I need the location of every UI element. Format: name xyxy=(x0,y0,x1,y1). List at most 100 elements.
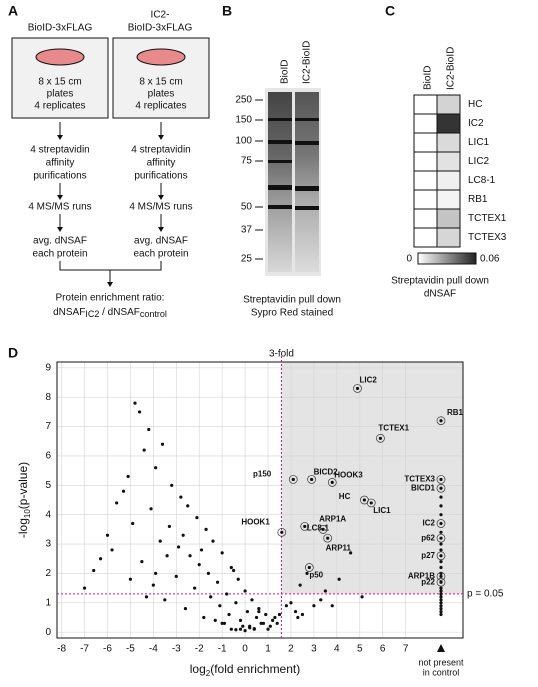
point xyxy=(176,545,181,549)
step-text: 4 MS/MS runs xyxy=(129,202,192,213)
step-text: 8 x 15 cm xyxy=(38,77,81,88)
point xyxy=(248,626,252,630)
point xyxy=(360,595,364,599)
point xyxy=(307,565,311,570)
point xyxy=(151,583,155,587)
point xyxy=(160,442,165,446)
point xyxy=(439,504,443,508)
point xyxy=(238,627,243,631)
point xyxy=(293,609,298,614)
point xyxy=(439,521,443,526)
ladder-label: 100 xyxy=(235,136,252,147)
point xyxy=(289,601,293,605)
heat-cell xyxy=(413,113,438,134)
y-tick-label: 2 xyxy=(45,568,51,579)
ratio: dNSAFIC2 / dNSAFcontrol xyxy=(53,307,167,320)
point xyxy=(284,604,288,608)
ratio-part: dNSAF xyxy=(53,307,85,318)
point-label: TCTEX3 xyxy=(404,475,435,484)
caption: dNSAF xyxy=(424,289,456,300)
label-sub: 10 xyxy=(23,509,32,518)
step-text: 4 streptavidin xyxy=(30,145,89,156)
x-tick-label: 4 xyxy=(334,644,340,655)
point xyxy=(206,571,210,576)
point-label: p27 xyxy=(421,551,435,560)
point xyxy=(319,598,323,602)
lane-label: BioID xyxy=(280,60,291,84)
point xyxy=(211,539,215,543)
point xyxy=(128,577,133,581)
point-label: p50 xyxy=(309,571,323,580)
point xyxy=(291,477,295,482)
point xyxy=(330,480,334,484)
highlight-ring xyxy=(436,551,446,561)
not-present-marker xyxy=(437,644,445,652)
point xyxy=(257,609,261,614)
heat-cell xyxy=(436,151,461,172)
label-part: log xyxy=(190,662,206,676)
heat-cell xyxy=(413,132,438,153)
not-present-label: in control xyxy=(423,667,460,677)
point-label: LIC1 xyxy=(373,506,391,515)
highlight-ring xyxy=(318,525,328,534)
heat-cell xyxy=(436,208,461,229)
point xyxy=(195,516,199,520)
point xyxy=(337,577,341,581)
point xyxy=(349,551,353,555)
ratio-sub: control xyxy=(140,309,167,319)
highlight-ring xyxy=(288,475,298,484)
not-present-label: not present xyxy=(418,657,464,667)
point xyxy=(188,554,192,558)
point xyxy=(378,436,383,440)
point xyxy=(183,607,188,611)
column-title: BioID-3xFLAG xyxy=(128,23,193,34)
point xyxy=(326,536,330,540)
lane-label: IC2-BioID xyxy=(302,41,313,84)
point xyxy=(133,401,137,405)
label-part: (p-value) xyxy=(16,462,30,509)
point xyxy=(126,474,130,479)
point xyxy=(186,504,190,508)
point xyxy=(257,607,261,611)
row-label: LIC2 xyxy=(468,156,490,167)
heat-cell xyxy=(413,227,438,248)
highlight-ring xyxy=(277,527,287,537)
heat-cell xyxy=(413,94,438,115)
highlight-ring xyxy=(353,384,362,393)
point xyxy=(144,595,149,599)
point-label: p22 xyxy=(421,577,435,586)
label-part: -log xyxy=(16,518,30,538)
point-label: HOOK3 xyxy=(334,470,363,479)
point xyxy=(330,604,334,608)
point xyxy=(439,542,443,546)
heat-cell xyxy=(436,94,461,115)
point-label: ARP1B xyxy=(408,571,435,580)
point xyxy=(310,477,314,482)
point xyxy=(82,586,87,590)
point xyxy=(439,607,443,611)
step-text: 4 streptavidin xyxy=(131,145,190,156)
panel-letter: C xyxy=(385,3,395,19)
heat-cell xyxy=(413,170,438,191)
point xyxy=(137,410,142,414)
point xyxy=(271,618,275,622)
point xyxy=(193,586,197,590)
step-text: plates xyxy=(148,89,175,100)
ladder-label: 75 xyxy=(241,156,253,167)
step-text: purifications xyxy=(134,171,187,182)
point xyxy=(174,574,178,578)
point xyxy=(439,574,443,578)
y-tick-label: 5 xyxy=(45,480,51,491)
step-text: 8 x 15 cm xyxy=(139,77,182,88)
x-tick-label: -5 xyxy=(126,644,135,655)
point xyxy=(439,530,443,534)
point xyxy=(439,554,443,558)
heat-cell xyxy=(436,170,461,191)
point xyxy=(243,629,247,633)
column-title: IC2- xyxy=(151,10,170,21)
point xyxy=(439,609,443,614)
x-axis-label: log2(fold enrichment) xyxy=(190,662,301,678)
column-label: BioID xyxy=(423,66,434,90)
step-text: purifications xyxy=(33,171,86,182)
point xyxy=(266,627,270,631)
